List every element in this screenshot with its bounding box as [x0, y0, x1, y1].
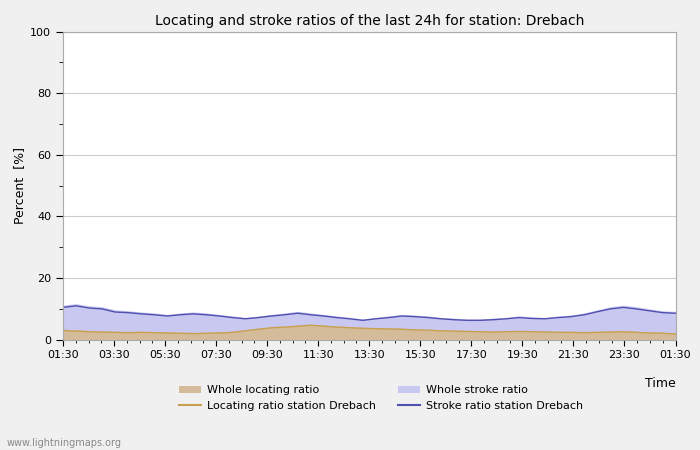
Text: www.lightningmaps.org: www.lightningmaps.org: [7, 438, 122, 448]
Y-axis label: Percent  [%]: Percent [%]: [13, 147, 26, 224]
Title: Locating and stroke ratios of the last 24h for station: Drebach: Locating and stroke ratios of the last 2…: [155, 14, 584, 27]
Text: Time: Time: [645, 377, 676, 390]
Legend: Whole locating ratio, Locating ratio station Drebach, Whole stroke ratio, Stroke: Whole locating ratio, Locating ratio sta…: [178, 385, 582, 411]
